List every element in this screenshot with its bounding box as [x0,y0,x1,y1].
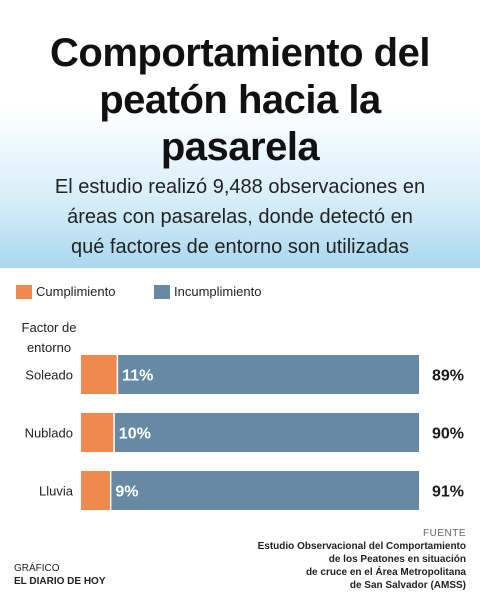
page-title: Comportamiento del peatón hacia la pasar… [0,30,480,171]
source-line-3: de cruce en el Área Metropolitana [305,567,466,578]
y-axis-title-line-1: Factor de [21,320,77,335]
credit-label: GRÁFICO [14,563,60,574]
credit-brand: EL DIARIO DE HOY [14,576,106,587]
data-label-soleado-incumplimiento: 89% [432,368,464,385]
category-label-nublado: Nublado [25,426,73,441]
source-line-2: de los Peatones en situación [328,554,466,565]
data-label-nublado-cumplimiento: 10% [119,426,151,443]
bar-nublado-incumplimiento [114,413,420,452]
bar-lluvia-incumplimiento [111,471,420,510]
legend-swatch-cumplimiento [16,285,32,299]
bar-lluvia-cumplimiento [81,471,110,510]
data-label-lluvia-incumplimiento: 91% [432,484,464,501]
source-label: FUENTE [423,528,466,539]
subtitle-line-2: áreas con pasarelas, donde detectó en [67,206,413,228]
credit-block: GRÁFICO EL DIARIO DE HOY [14,562,106,588]
title-line-2: peatón hacia la [99,78,381,122]
stacked-bar-chart: Soleado 11% 89% Nublado 10% 90% Lluvia 9% 91% [25,355,464,510]
title-line-3: pasarela [160,125,320,169]
legend-swatch-incumplimiento [154,285,170,299]
title-line-1: Comportamiento del [50,31,430,75]
legend-label-incumplimiento: Incumplimiento [174,284,262,299]
data-label-nublado-incumplimiento: 90% [432,426,464,443]
subtitle-line-1: El estudio realizó 9,488 observaciones e… [54,176,426,198]
data-label-lluvia-cumplimiento: 9% [115,484,138,501]
category-label-soleado: Soleado [25,368,73,383]
header-background [0,0,480,268]
source-line-4: de San Salvador (AMSS) [349,580,466,591]
y-axis-title: Factor de entorno [12,318,86,358]
category-label-lluvia: Lluvia [39,484,74,499]
bar-soleado-cumplimiento [81,355,117,394]
data-label-soleado-cumplimiento: 11% [122,368,153,385]
source-block: FUENTE Estudio Observacional del Comport… [206,527,466,592]
bar-nublado-cumplimiento [81,413,114,452]
bar-soleado-incumplimiento [118,355,420,394]
subtitle-line-3: qué factores de entorno son utilizadas [71,236,409,258]
y-axis-title-line-2: entorno [26,340,72,355]
legend-label-cumplimiento: Cumplimiento [36,284,116,299]
page-subtitle: El estudio realizó 9,488 observaciones e… [0,172,480,262]
source-line-1: Estudio Observacional del Comportamiento [257,541,466,552]
